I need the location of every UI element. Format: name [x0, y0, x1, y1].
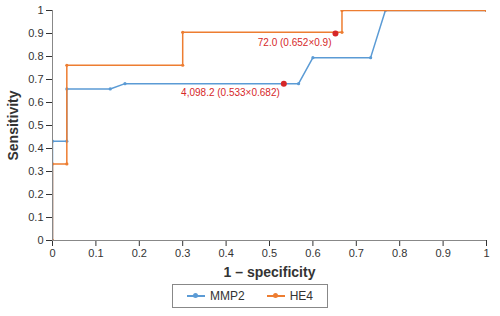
- svg-text:0.2: 0.2: [28, 188, 43, 200]
- svg-text:0.6: 0.6: [305, 247, 320, 259]
- svg-text:Sensitivity: Sensitivity: [5, 90, 21, 160]
- svg-text:4,098.2 (0.533×0.682): 4,098.2 (0.533×0.682): [181, 87, 280, 98]
- svg-text:0.8: 0.8: [392, 247, 407, 259]
- svg-text:0.8: 0.8: [28, 50, 43, 62]
- svg-text:0.5: 0.5: [28, 119, 43, 131]
- svg-text:0.7: 0.7: [349, 247, 364, 259]
- svg-text:0.7: 0.7: [28, 73, 43, 85]
- html-text:HE4: HE4: [289, 289, 313, 303]
- svg-text:1: 1: [483, 247, 489, 259]
- svg-text:0.9: 0.9: [28, 27, 43, 39]
- svg-text:0: 0: [49, 247, 55, 259]
- svg-text:0.5: 0.5: [262, 247, 277, 259]
- svg-text:72.0 (0.652×0.9): 72.0 (0.652×0.9): [258, 37, 332, 48]
- svg-text:0.3: 0.3: [175, 247, 190, 259]
- svg-text:0.9: 0.9: [435, 247, 450, 259]
- svg-text:0.6: 0.6: [28, 96, 43, 108]
- svg-text:0.1: 0.1: [88, 247, 103, 259]
- svg-text:0.1: 0.1: [28, 211, 43, 223]
- svg-text:1: 1: [37, 4, 43, 16]
- svg-text:1 – specificity: 1 – specificity: [224, 264, 316, 280]
- svg-text:0.4: 0.4: [218, 247, 233, 259]
- svg-text:0.3: 0.3: [28, 165, 43, 177]
- svg-text:0.2: 0.2: [132, 247, 147, 259]
- svg-text:0.4: 0.4: [28, 142, 43, 154]
- svg-text:0: 0: [37, 234, 43, 246]
- html-text:MMP2: MMP2: [210, 289, 245, 303]
